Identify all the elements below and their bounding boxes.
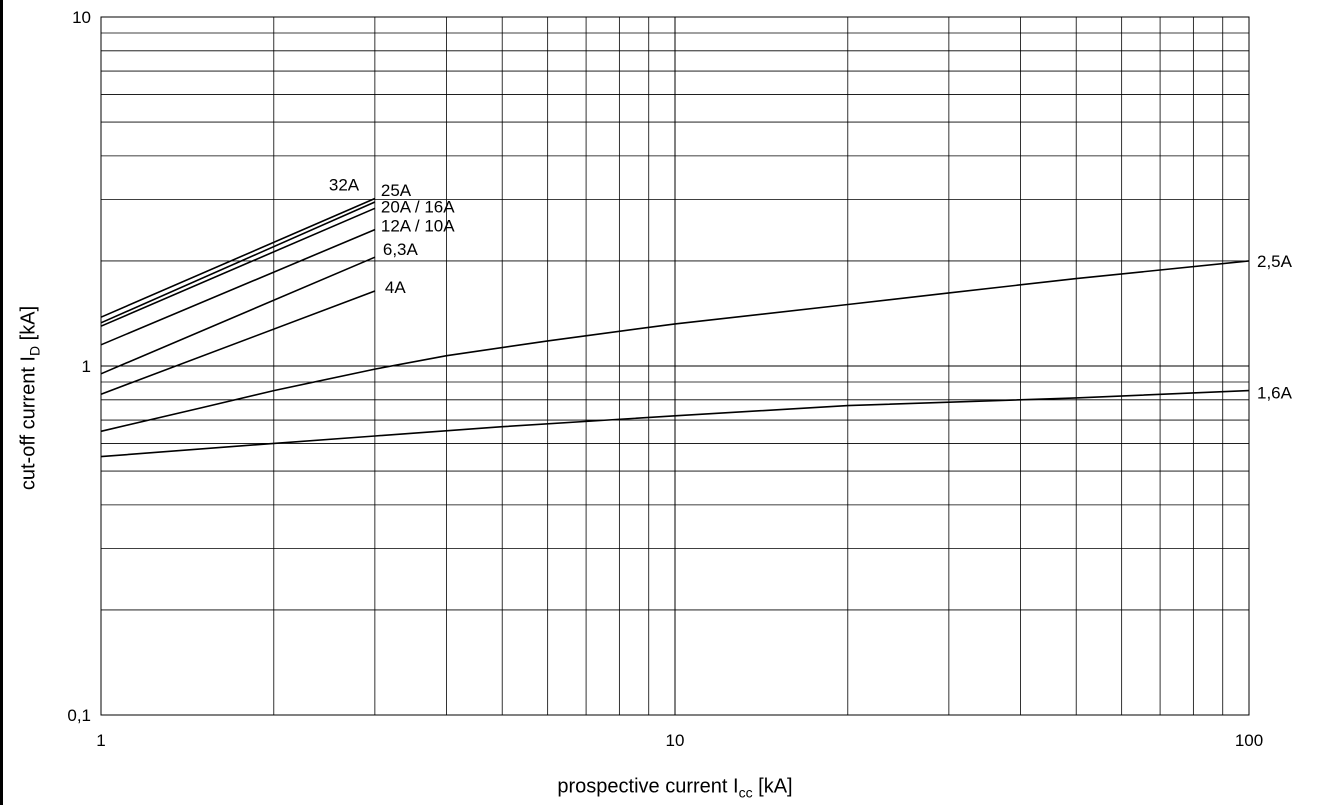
series-line xyxy=(100,260,1250,433)
left-border-rule xyxy=(0,0,3,805)
series-line xyxy=(100,290,376,395)
series-label: 2,5A xyxy=(1257,252,1293,271)
tick-labels: 1 10 100 0,1 1 10 xyxy=(67,8,1263,750)
series-lines xyxy=(100,197,1250,458)
series-line xyxy=(100,256,376,375)
series-line xyxy=(100,201,376,324)
series-line xyxy=(100,389,1250,458)
x-tick-label: 100 xyxy=(1235,731,1263,750)
series-label: 4A xyxy=(385,278,406,297)
series-label: 20A / 16A xyxy=(381,197,455,216)
x-tick-label: 1 xyxy=(96,731,105,750)
series-label: 1,6A xyxy=(1257,384,1293,403)
y-tick-label: 0,1 xyxy=(67,706,91,725)
y-axis-label: cut-off current ID [kA] xyxy=(17,305,43,491)
series-line xyxy=(100,197,376,318)
grid xyxy=(101,17,1249,715)
series-line xyxy=(100,207,376,327)
plot-frame xyxy=(100,16,1250,716)
y-tick-label: 10 xyxy=(72,8,91,27)
x-axis-label: prospective current Icc [kA] xyxy=(557,775,793,801)
series-label: 25A xyxy=(381,181,412,200)
x-tick-label: 10 xyxy=(666,731,685,750)
series-line xyxy=(100,228,376,346)
y-tick-label: 1 xyxy=(82,357,91,376)
series-label: 6,3A xyxy=(383,240,419,259)
series-label: 32A xyxy=(329,175,360,194)
series-label: 12A / 10A xyxy=(381,217,455,236)
